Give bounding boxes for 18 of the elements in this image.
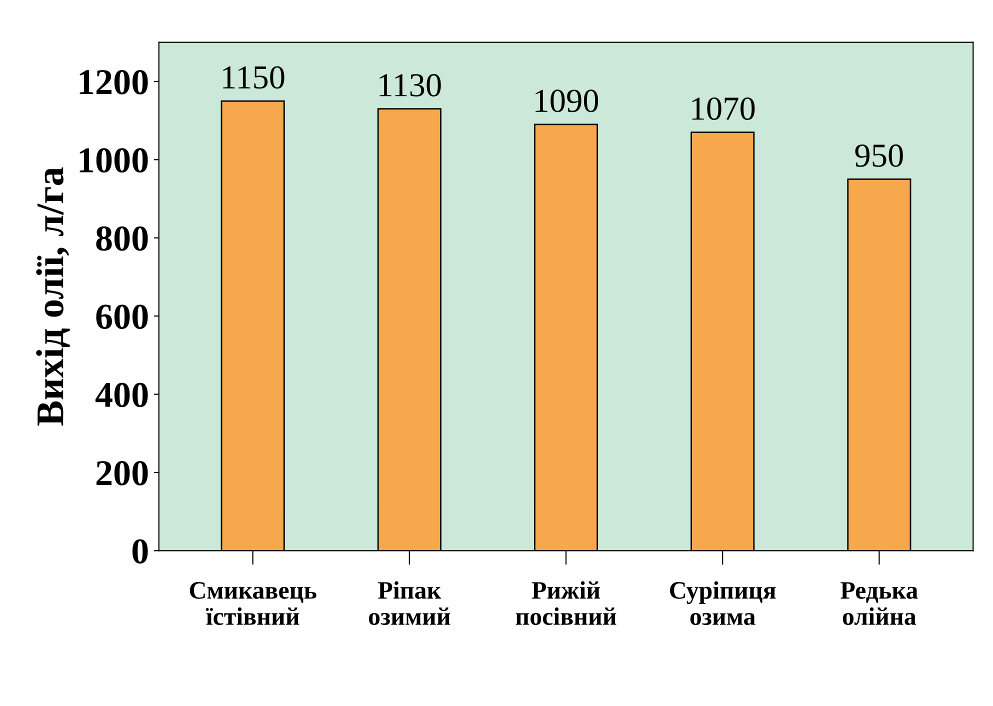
y-axis-title: Вихід олії, л/га (36, 167, 70, 426)
x-tick-label: Редька олійна (840, 582, 918, 625)
y-tick-label: 1000 (80, 148, 148, 173)
y-tick-label: 600 (96, 304, 148, 329)
y-tick-label: 200 (96, 460, 148, 486)
x-tick-label: Смикавець їстівний (190, 582, 316, 625)
y-tick-label: 0 (132, 539, 148, 564)
x-tick-label: Суріпиця озима (670, 581, 776, 626)
y-tick-label: 1200 (80, 70, 148, 94)
data-label: 1090 (536, 90, 598, 112)
data-label: 1130 (380, 74, 441, 97)
data-label: 950 (855, 144, 903, 167)
x-tick-label: Рижій посівний (516, 581, 616, 625)
y-tick-label: 800 (96, 226, 148, 251)
data-label: 1150 (223, 66, 284, 89)
x-tick-label: Ріпак озимий (368, 581, 450, 625)
y-tick-label: 400 (95, 382, 148, 408)
data-label: 1070 (692, 97, 755, 120)
